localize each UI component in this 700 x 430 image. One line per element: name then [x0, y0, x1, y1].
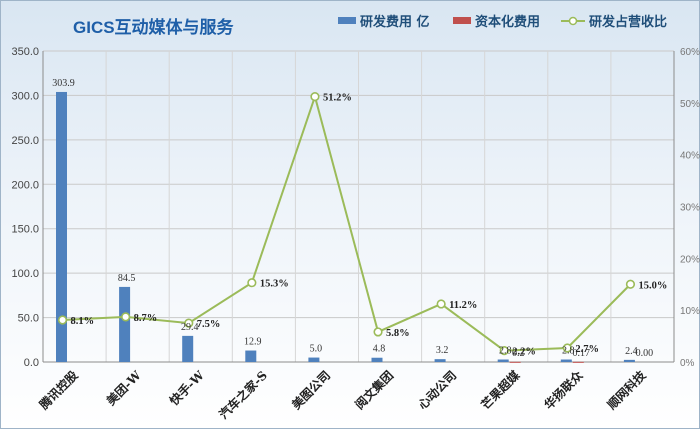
bar-capex	[572, 361, 584, 363]
x-tick-label: 华扬联众	[541, 367, 586, 412]
ratio-point	[499, 345, 509, 356]
bars	[56, 91, 635, 363]
bar-rnd	[308, 357, 320, 362]
bar-rnd-value-label: 29.4	[181, 322, 199, 333]
y-left-tick-label: 250.0	[11, 135, 39, 147]
y-right-tick-label: 0%	[680, 358, 695, 369]
ratio-value-label: 2.7%	[575, 344, 599, 355]
ratio-value-label: 8.1%	[71, 316, 95, 327]
bar-rnd	[182, 335, 194, 362]
ratio-value-label: 15.0%	[638, 280, 667, 291]
bar-rnd	[560, 359, 572, 362]
bar-rnd	[623, 359, 635, 362]
x-tick-label: 快手-W	[166, 367, 207, 408]
x-tick-label: 美团-W	[103, 367, 144, 408]
y-right-tick-label: 10%	[680, 306, 700, 317]
y-left-tick-label: 150.0	[11, 224, 39, 236]
legend-swatch-capex	[453, 17, 471, 24]
legend-label-capex: 资本化费用	[475, 14, 540, 30]
bar-rnd-value-label: 4.8	[373, 344, 386, 355]
y-left-tick-label: 350.0	[11, 46, 39, 58]
ratio-point	[121, 312, 131, 322]
y-left-tick-label: 50.0	[18, 313, 39, 325]
bar-rnd-value-label: 3.2	[436, 345, 449, 356]
legend-label-rnd: 研发费用 亿	[360, 14, 430, 30]
y-left-tick-label: 0.0	[24, 357, 39, 369]
bar-capex-value-label: 0.17	[573, 348, 591, 359]
bar-rnd	[434, 359, 446, 362]
bar-rnd-value-label: 2.8	[499, 346, 512, 357]
bar-rnd-value-label: 2.8	[562, 346, 575, 357]
x-tick-label: 芒果超媒	[478, 367, 523, 412]
bar-rnd-value-label: 5.0	[310, 344, 323, 355]
ratio-point	[247, 278, 257, 288]
bar-capex-value-label: 0.2	[512, 348, 525, 359]
bar-rnd-value-label: 84.5	[118, 273, 136, 284]
bar-rnd	[119, 286, 131, 362]
legend-marker-ratio	[568, 16, 578, 26]
x-tick-label: 汽车之家-S	[216, 368, 270, 422]
legend-swatch-rnd	[338, 17, 356, 24]
ratio-value-label: 15.3%	[260, 279, 289, 290]
ratio-value-label: 8.7%	[134, 313, 158, 324]
x-tick-label: 腾讯控股	[35, 367, 81, 413]
bar-rnd	[245, 350, 257, 362]
bar-capex	[509, 361, 521, 363]
ratio-value-label: 7.5%	[197, 319, 221, 330]
ratio-point	[57, 315, 68, 325]
x-tick-label: 阅文集团	[352, 368, 397, 413]
ratio-line	[62, 93, 632, 352]
y-right-tick-label: 60%	[680, 47, 700, 58]
bar-rnd	[497, 359, 509, 362]
ratio-point	[373, 327, 383, 337]
ratio-point	[436, 299, 446, 309]
y-left-tick-label: 100.0	[11, 268, 39, 280]
data-labels: 303.984.529.412.95.0 4.8 3.2 2.8 0.2 2.80.17 2…	[52, 78, 667, 359]
legend: 研发费用 亿 资本化费用 研发占营收比	[338, 14, 667, 30]
ratio-line-group	[57, 92, 636, 356]
bar-rnd	[56, 91, 67, 363]
bar-rnd-value-label: 303.9	[52, 78, 75, 89]
x-tick-label: 美图公司	[289, 368, 334, 413]
bar-rnd	[371, 357, 383, 362]
ratio-value-label: 51.2%	[323, 93, 352, 104]
y-right-tick-label: 50%	[680, 99, 700, 110]
y-right-tick-label: 30%	[680, 203, 700, 214]
legend-label-ratio: 研发占营收比	[589, 14, 667, 30]
bar-rnd-value-label: 12.9	[244, 337, 262, 348]
ratio-point	[310, 92, 320, 102]
ratio-value-label: 2.2%	[512, 347, 536, 358]
x-tick-label: 心动公司	[415, 368, 459, 412]
chart-title: GICS互动媒体与服务	[73, 17, 235, 37]
y-right-tick-label: 40%	[680, 151, 700, 162]
ratio-value-label: 5.8%	[386, 328, 410, 339]
x-tick-label: 顺网科技	[604, 367, 649, 412]
y-left-tick-label: 200.0	[11, 179, 39, 191]
bar-rnd-value-label: 2.4	[625, 346, 638, 357]
axes: 0.0 50.0 100.0 150.0 200.0 250.0 300.0 350.0 0% 1…	[11, 46, 700, 422]
y-left-tick-label: 300.0	[11, 90, 39, 102]
ratio-point	[562, 343, 572, 353]
ratio-value-label: 11.2%	[449, 300, 477, 311]
ratio-point	[184, 318, 194, 328]
ratio-point	[625, 279, 636, 289]
grid	[42, 50, 675, 363]
bar-capex-value-label: 0.00	[636, 348, 654, 359]
y-right-tick-label: 20%	[680, 254, 700, 265]
